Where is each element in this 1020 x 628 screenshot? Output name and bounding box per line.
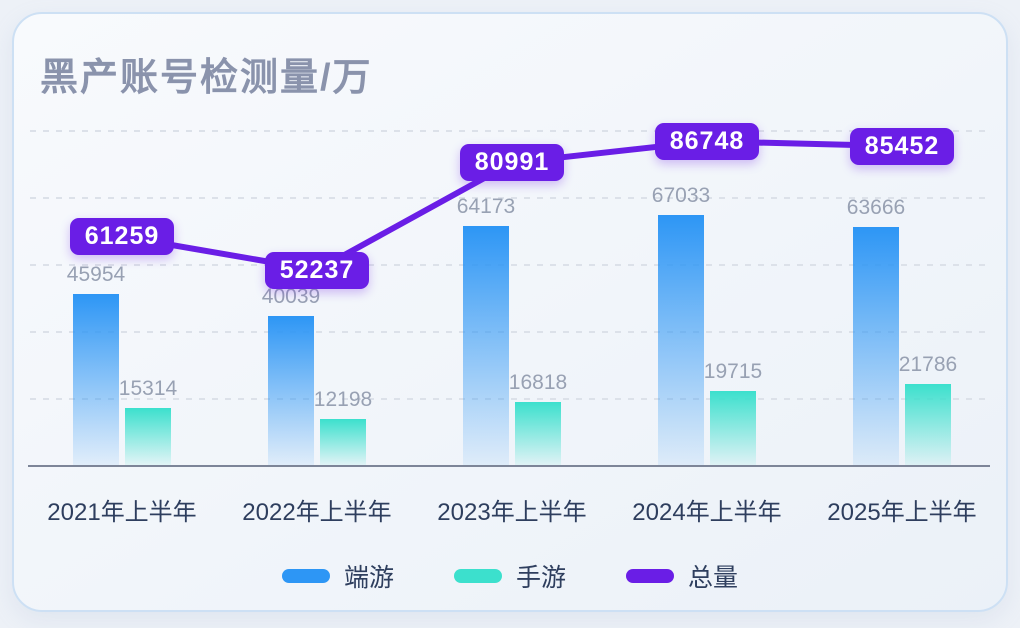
legend-swatch	[281, 569, 330, 583]
bar-mobile-games	[515, 402, 561, 465]
gridline	[30, 331, 990, 333]
legend: 端游 手游 总量	[14, 558, 1006, 594]
bar-mobile-games	[710, 391, 756, 465]
legend-label: 总量	[688, 564, 739, 592]
x-axis-label: 2025年上半年	[827, 499, 977, 526]
legend-item: 总量	[626, 558, 738, 594]
bar-value-label: 15314	[118, 376, 178, 400]
bar-mobile-games	[125, 407, 171, 465]
x-axis-label: 2024年上半年	[632, 499, 782, 526]
bar-value-label: 67033	[651, 183, 711, 207]
chart-card: 黑产账号检测量/万 45954 15314 2021年上半年 40039 12198 20…	[12, 12, 1008, 612]
bar-pc-games	[463, 225, 509, 465]
total-value-badge: 86748	[655, 122, 759, 160]
gridline	[30, 264, 990, 266]
gridline	[30, 130, 990, 132]
legend-item: 端游	[281, 558, 394, 594]
bar-value-label: 12198	[313, 388, 373, 412]
legend-swatch	[453, 569, 502, 583]
bar-value-label: 21786	[898, 352, 958, 376]
bar-mobile-games	[320, 419, 366, 465]
bar-mobile-games	[905, 383, 951, 465]
legend-item: 手游	[453, 558, 566, 594]
x-axis-label: 2023年上半年	[437, 499, 587, 526]
bar-pc-games	[658, 214, 704, 465]
x-axis-label: 2021年上半年	[47, 499, 197, 526]
x-axis-line	[28, 465, 990, 467]
legend-swatch	[626, 569, 674, 583]
total-value-badge: 61259	[70, 217, 174, 255]
x-axis-label: 2022年上半年	[242, 499, 392, 526]
total-value-badge: 52237	[265, 251, 369, 289]
bar-pc-games	[73, 293, 119, 465]
legend-label: 手游	[515, 564, 566, 592]
legend-label: 端游	[343, 564, 394, 592]
total-value-badge: 80991	[460, 144, 564, 182]
chart-title: 黑产账号检测量/万	[40, 57, 373, 99]
bar-value-label: 16818	[508, 371, 568, 395]
plot-area: 45954 15314 2021年上半年 40039 12198 2022年上半年 6417…	[14, 14, 1006, 610]
bar-value-label: 63666	[846, 196, 906, 220]
bar-value-label: 45954	[66, 262, 126, 286]
bar-value-label: 19715	[703, 360, 763, 384]
total-value-badge: 85452	[850, 127, 954, 165]
bar-pc-games	[268, 315, 314, 465]
bar-value-label: 40039	[261, 284, 321, 308]
gridline	[30, 398, 990, 400]
bar-value-label: 64173	[456, 194, 516, 218]
bar-pc-games	[853, 227, 899, 465]
